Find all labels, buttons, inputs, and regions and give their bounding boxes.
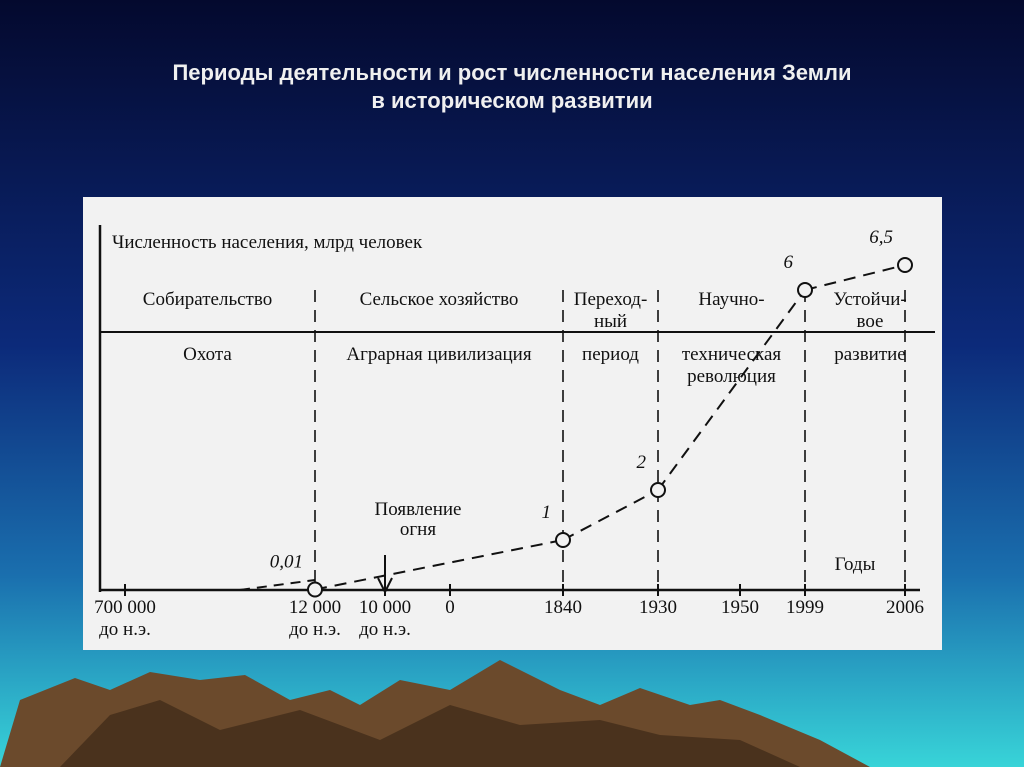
value-label: 6 bbox=[784, 252, 794, 273]
x-axis-label: Годы bbox=[835, 554, 876, 575]
chart-panel bbox=[83, 197, 942, 650]
value-label: 1 bbox=[542, 502, 552, 523]
data-point bbox=[650, 482, 666, 498]
x-tick-label: 1840 bbox=[544, 597, 582, 618]
period-name: Научно- bbox=[698, 289, 764, 310]
trend-segment bbox=[562, 489, 659, 541]
x-tick-label: 12 000 до н.э. bbox=[289, 597, 341, 640]
mountains-shadow bbox=[60, 700, 800, 767]
period-activity: Аграрная цивилизация bbox=[346, 344, 531, 365]
trend-segment bbox=[314, 539, 564, 591]
data-point bbox=[897, 257, 913, 273]
x-tick-label: 1999 bbox=[786, 597, 824, 618]
period-name: Переход-ный bbox=[574, 289, 648, 332]
annotation: Появление огня bbox=[374, 499, 461, 540]
data-point bbox=[797, 282, 813, 298]
period-activity: период bbox=[582, 344, 639, 365]
y-axis-label: Численность населения, млрд человек bbox=[112, 232, 423, 253]
data-point bbox=[555, 532, 571, 548]
data-point bbox=[307, 581, 323, 598]
value-label: 6,5 bbox=[869, 227, 893, 248]
x-tick-label: 1930 bbox=[639, 597, 677, 618]
slide-title: Периоды деятельности и рост численности … bbox=[172, 60, 851, 113]
period-activity: Охота bbox=[183, 344, 232, 365]
value-label: 0,01 bbox=[270, 552, 303, 573]
trend-segment bbox=[657, 289, 806, 491]
x-tick-label: 10 000 до н.э. bbox=[359, 597, 411, 640]
period-activity: развитие bbox=[834, 344, 905, 365]
x-tick-label: 2006 bbox=[886, 597, 924, 618]
period-activity: техническая революция bbox=[682, 344, 782, 387]
period-name: Собирательство bbox=[143, 289, 272, 310]
period-name: Сельское хозяйство bbox=[360, 289, 519, 310]
trend-segment bbox=[804, 264, 906, 291]
trend-start bbox=[239, 579, 316, 591]
period-name: Устойчи-вое bbox=[833, 289, 906, 332]
chart: Численность населения, млрд человек Годы С… bbox=[94, 225, 935, 640]
x-tick-label: 1950 bbox=[721, 597, 759, 618]
x-tick-label: 0 bbox=[445, 597, 455, 618]
x-tick-label: 700 000 до н.э. bbox=[94, 597, 156, 640]
value-label: 2 bbox=[637, 452, 647, 473]
